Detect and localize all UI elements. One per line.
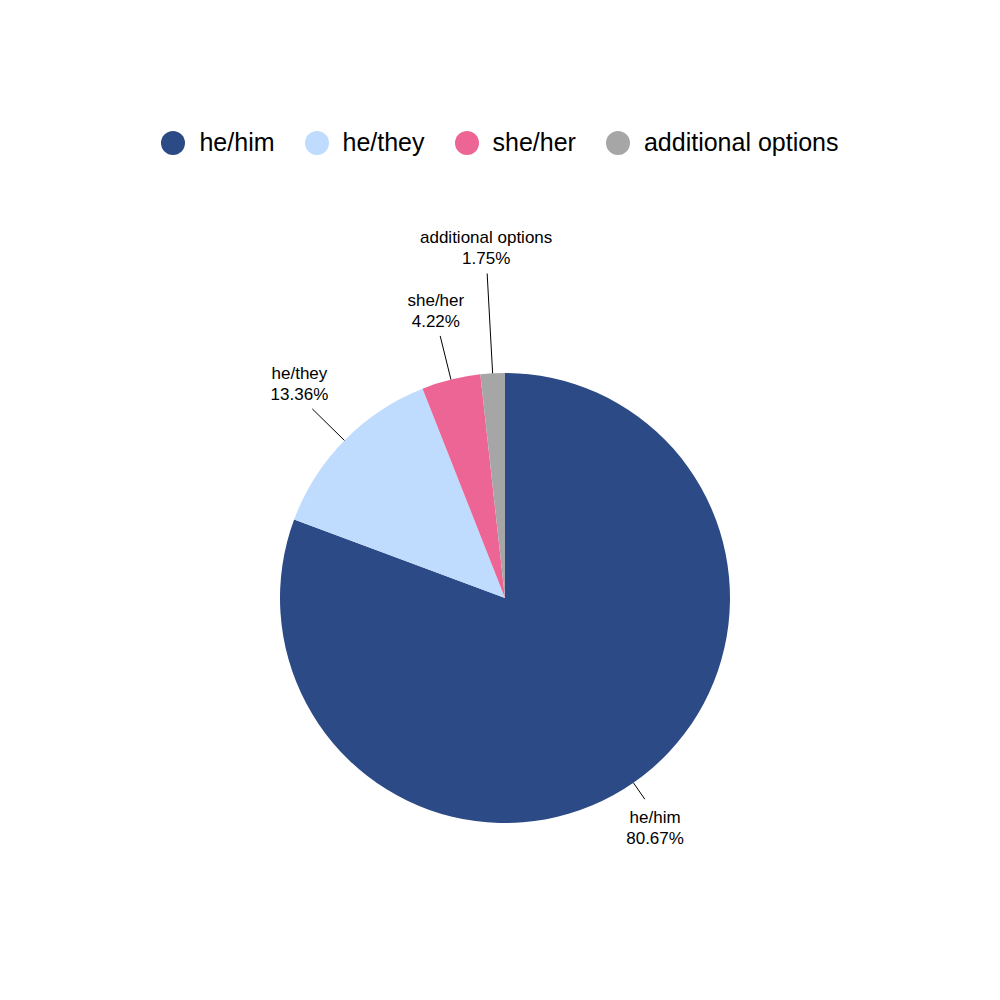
html-text:additional options: additional options — [643, 128, 839, 156]
svg-text:4.22%: 4.22% — [412, 312, 460, 331]
svg-text:13.36%: 13.36% — [271, 385, 329, 404]
svg-text:additional options: additional options — [420, 228, 552, 247]
svg-text:she/her: she/her — [407, 291, 464, 310]
svg-text:he/they: he/they — [272, 364, 328, 383]
html-text:he/him: he/him — [199, 128, 275, 156]
html-text:he/they: he/they — [342, 128, 425, 156]
html-text:she/her: she/her — [492, 128, 576, 156]
svg-text:1.75%: 1.75% — [462, 249, 510, 268]
svg-text:he/him: he/him — [630, 808, 681, 827]
svg-text:80.67%: 80.67% — [626, 829, 684, 848]
